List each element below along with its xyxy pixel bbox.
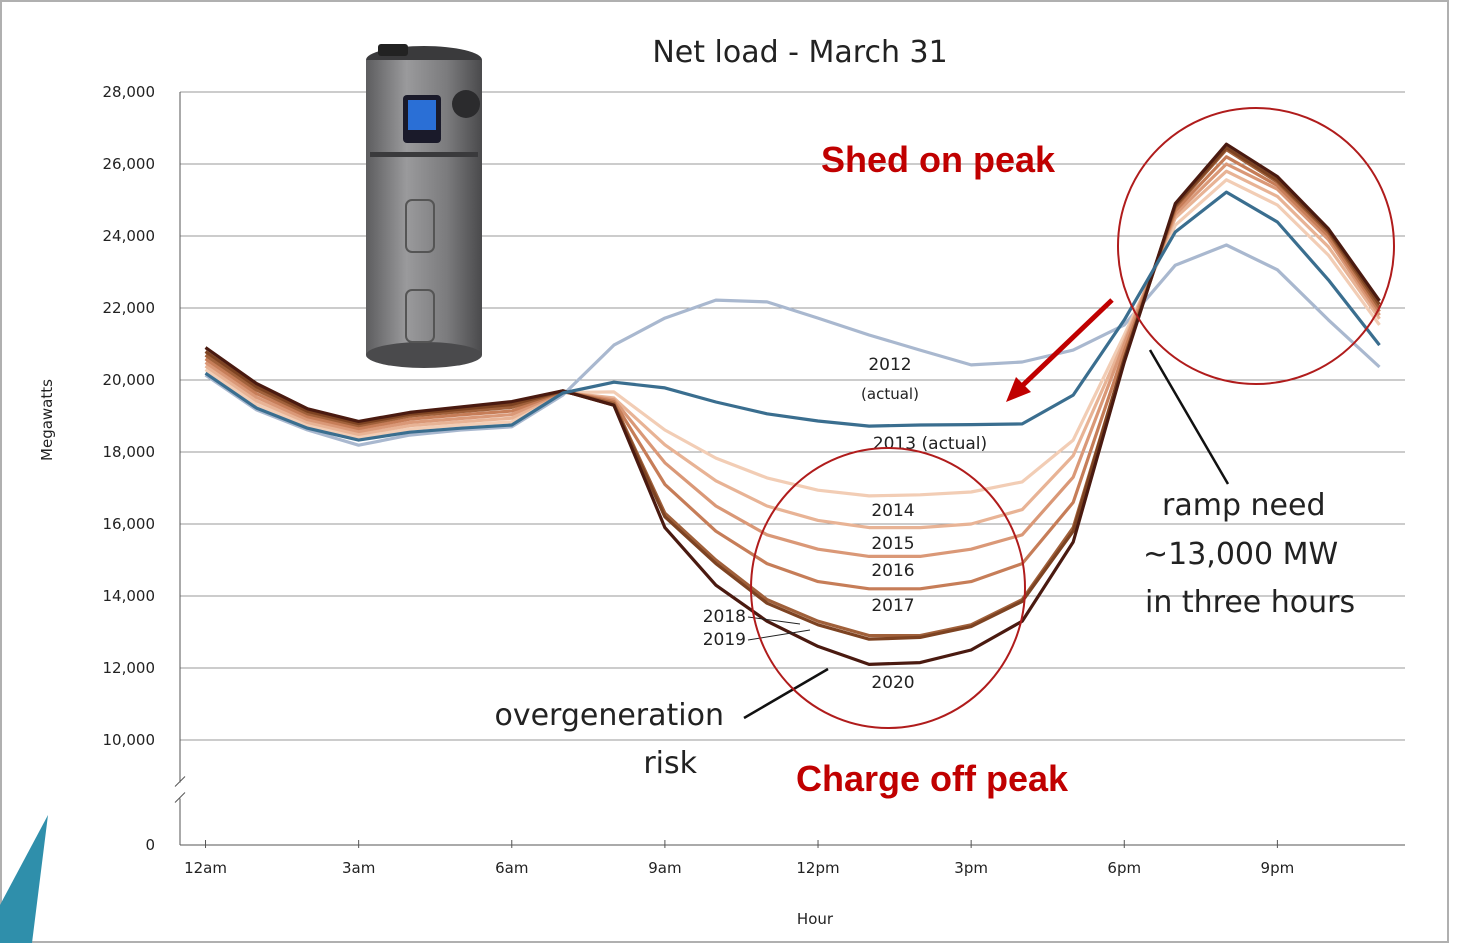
annotation: ~13,000 MW [1143, 537, 1338, 572]
frame [1, 1, 1448, 942]
x-tick-label: 6pm [1107, 859, 1141, 877]
series-label: 2015 [871, 534, 914, 554]
chart-title: Net load - March 31 [652, 35, 947, 70]
x-tick-label: 12pm [796, 859, 839, 877]
x-tick-label: 9am [648, 859, 681, 877]
y-tick-label: 22,000 [103, 299, 156, 317]
x-tick-label: 9pm [1261, 859, 1295, 877]
series-label: 2017 [871, 596, 914, 616]
annotation: Charge off peak [796, 758, 1069, 799]
water-heater [366, 44, 482, 368]
series-label: 2013 (actual) [873, 434, 987, 454]
series-label: 2012 [868, 355, 911, 375]
series-label: 2019 [703, 630, 746, 650]
series-note: (actual) [861, 385, 919, 403]
y-tick-label: 24,000 [103, 227, 156, 245]
x-tick-label: 3pm [954, 859, 988, 877]
series-label: 2014 [871, 501, 914, 521]
x-tick-label: 6am [495, 859, 528, 877]
annotation: Shed on peak [821, 139, 1056, 180]
y-tick-label: 26,000 [103, 155, 156, 173]
x-axis-label: Hour [797, 910, 834, 928]
annotation: overgeneration [494, 698, 724, 733]
y-tick-label: 0 [145, 836, 155, 854]
y-tick-label: 10,000 [103, 731, 156, 749]
series-label: 2020 [871, 673, 914, 693]
y-tick-label: 20,000 [103, 371, 156, 389]
y-tick-label: 16,000 [103, 515, 156, 533]
annotation: in three hours [1145, 585, 1355, 620]
series-label: 2018 [703, 607, 746, 627]
annotation: risk [643, 746, 697, 781]
y-tick-label: 18,000 [103, 443, 156, 461]
series-label: 2016 [871, 561, 914, 581]
y-tick-label: 12,000 [103, 659, 156, 677]
x-tick-label: 3am [342, 859, 375, 877]
annotation: ramp need [1162, 488, 1326, 523]
chart: 0 10,000 12,000 14,000 16,000 18,000 20,000 22,… [0, 0, 1458, 943]
y-axis-label: Megawatts [38, 379, 56, 461]
x-tick-label: 12am [184, 859, 227, 877]
y-tick-label: 14,000 [103, 587, 156, 605]
y-tick-label: 28,000 [103, 83, 156, 101]
